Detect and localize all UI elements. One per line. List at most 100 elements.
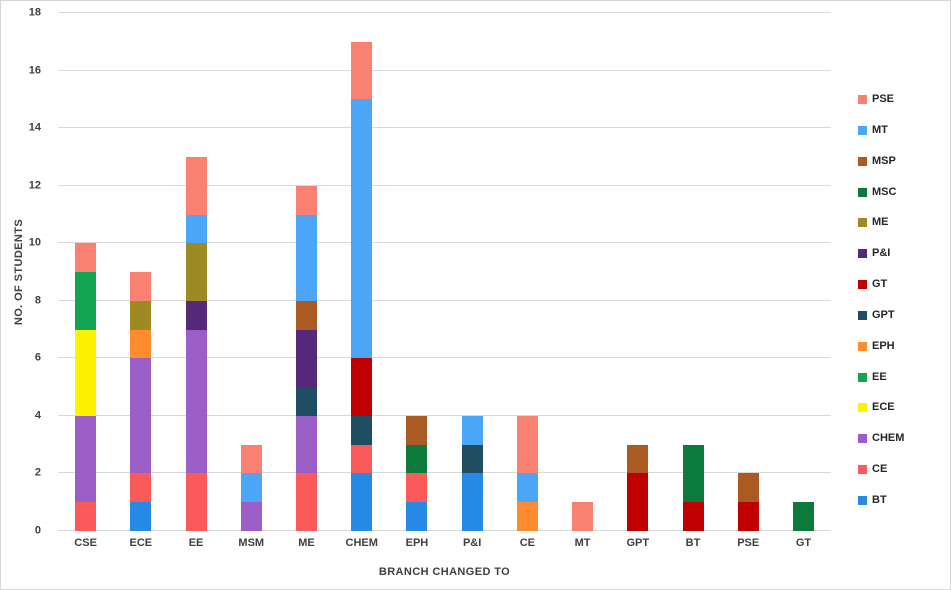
gridline bbox=[58, 414, 831, 416]
legend-label: ME bbox=[872, 216, 889, 229]
legend-swatch-icon bbox=[858, 125, 867, 135]
bar-CE bbox=[516, 13, 538, 531]
bar-segment-MSC bbox=[792, 502, 814, 531]
bar-column-ECE bbox=[113, 13, 168, 531]
y-tick-label: 2 bbox=[34, 466, 41, 479]
legend-item-CHEM: CHEM bbox=[858, 433, 904, 444]
bar-segment-CHEM bbox=[185, 329, 207, 474]
bar-segment-CHEM bbox=[240, 502, 262, 531]
legend-label: MSC bbox=[872, 185, 897, 198]
legend-label: CE bbox=[872, 463, 888, 476]
legend-item-P&I: P&I bbox=[858, 248, 904, 259]
legend-item-GT: GT bbox=[858, 279, 904, 290]
legend-swatch-icon bbox=[858, 95, 867, 104]
gridline bbox=[58, 184, 831, 186]
bar-segment-PSE bbox=[516, 415, 538, 474]
x-tick-label: CSE bbox=[74, 537, 97, 549]
bar-segment-CE bbox=[75, 502, 97, 531]
bar-column-PSE bbox=[721, 13, 776, 531]
bar-segment-PSE bbox=[240, 444, 262, 474]
bar-segment-MT bbox=[461, 415, 483, 445]
legend-label: CHEM bbox=[872, 432, 905, 445]
bar-segment-P&I bbox=[295, 329, 317, 388]
bar-segment-PSE bbox=[75, 243, 97, 273]
legend-swatch-icon bbox=[858, 465, 867, 475]
legend-item-BT: BT bbox=[858, 494, 904, 506]
legend-swatch-icon bbox=[858, 403, 867, 413]
bar-segment-MSC bbox=[406, 444, 428, 474]
bar-segment-ME bbox=[185, 243, 207, 301]
bar-segment-MT bbox=[185, 214, 207, 244]
bar-segment-MT bbox=[516, 473, 538, 503]
bar-segment-GPT bbox=[351, 415, 373, 445]
gridline bbox=[58, 472, 831, 474]
x-axis-title: BRANCH CHANGED TO bbox=[378, 566, 511, 578]
bar-column-CE bbox=[500, 13, 555, 531]
x-axis-ticks: CSE ECE EE MSM ME CHEM EPH P&I CE MT GPT BT PSE GT bbox=[58, 537, 831, 549]
bar-P&I bbox=[461, 13, 483, 531]
bar-BT bbox=[682, 13, 704, 531]
bar-segment-PSE bbox=[185, 156, 207, 215]
bar-column-EPH bbox=[389, 13, 444, 531]
y-tick-label: 16 bbox=[28, 64, 41, 77]
legend-item-EE: EE bbox=[858, 370, 904, 383]
bar-column-EE bbox=[168, 13, 223, 531]
y-tick-label: 6 bbox=[34, 351, 41, 364]
y-tick-label: 10 bbox=[28, 236, 41, 249]
x-tick-label: MSM bbox=[238, 537, 265, 549]
bar-segment-ECE bbox=[75, 329, 97, 416]
legend-item-GPT: GPT bbox=[858, 309, 904, 321]
bar-column-BT bbox=[665, 13, 720, 531]
legend-item-PSE: PSE bbox=[858, 94, 904, 105]
legend-swatch-icon bbox=[858, 434, 867, 444]
y-tick-label: 4 bbox=[34, 409, 41, 422]
x-tick-label: MT bbox=[574, 537, 591, 549]
legend-label: GT bbox=[872, 278, 888, 291]
gridline bbox=[58, 299, 831, 301]
bar-segment-P&I bbox=[185, 300, 207, 330]
legend-swatch-icon bbox=[858, 372, 867, 382]
x-tick-label: PSE bbox=[737, 537, 760, 549]
legend: PSE MT MSP MSC ME P&I GT GPT EPH EE ECE CHEM CE BT bbox=[858, 94, 904, 506]
legend-label: P&I bbox=[872, 247, 891, 260]
bar-segment-BT bbox=[406, 502, 428, 531]
legend-swatch-icon bbox=[858, 310, 867, 320]
bar-segment-PSE bbox=[295, 185, 317, 215]
bar-segment-ME bbox=[130, 300, 152, 330]
bar-segment-MSP bbox=[406, 415, 428, 445]
x-tick-label: CHEM bbox=[345, 537, 378, 549]
legend-label: MSP bbox=[872, 154, 896, 167]
gridline bbox=[58, 242, 831, 244]
bar-GPT bbox=[627, 13, 649, 531]
legend-label: PSE bbox=[872, 93, 895, 105]
legend-swatch-icon bbox=[858, 218, 867, 228]
x-tick-label: BT bbox=[685, 537, 701, 549]
bar-segment-CE bbox=[130, 473, 152, 503]
bar-column-CHEM bbox=[334, 13, 389, 531]
bar-segment-CHEM bbox=[130, 358, 152, 474]
bar-segment-PSE bbox=[130, 272, 152, 301]
legend-item-MSC: MSC bbox=[858, 185, 904, 198]
x-tick-label: CE bbox=[519, 537, 535, 549]
legend-label: EE bbox=[872, 370, 887, 383]
plot-area bbox=[58, 12, 831, 531]
bar-segment-MSP bbox=[737, 473, 759, 503]
bar-MSM bbox=[240, 13, 262, 531]
bar-ECE bbox=[130, 13, 152, 531]
bars-row bbox=[58, 13, 831, 531]
bar-PSE bbox=[737, 13, 759, 531]
gridline bbox=[58, 357, 831, 359]
legend-item-MSP: MSP bbox=[858, 154, 904, 167]
bar-segment-MSP bbox=[295, 300, 317, 330]
legend-label: ECE bbox=[872, 401, 895, 414]
y-tick-label: 18 bbox=[28, 6, 41, 19]
bar-segment-EE bbox=[75, 272, 97, 330]
bar-segment-PSE bbox=[572, 502, 594, 531]
x-tick-label: GT bbox=[795, 537, 812, 549]
bar-column-GPT bbox=[610, 13, 665, 531]
legend-swatch-icon bbox=[858, 280, 867, 290]
gridline bbox=[58, 127, 831, 129]
bar-column-ME bbox=[279, 13, 334, 531]
bar-segment-BT bbox=[351, 473, 373, 531]
bar-CSE bbox=[75, 13, 97, 531]
